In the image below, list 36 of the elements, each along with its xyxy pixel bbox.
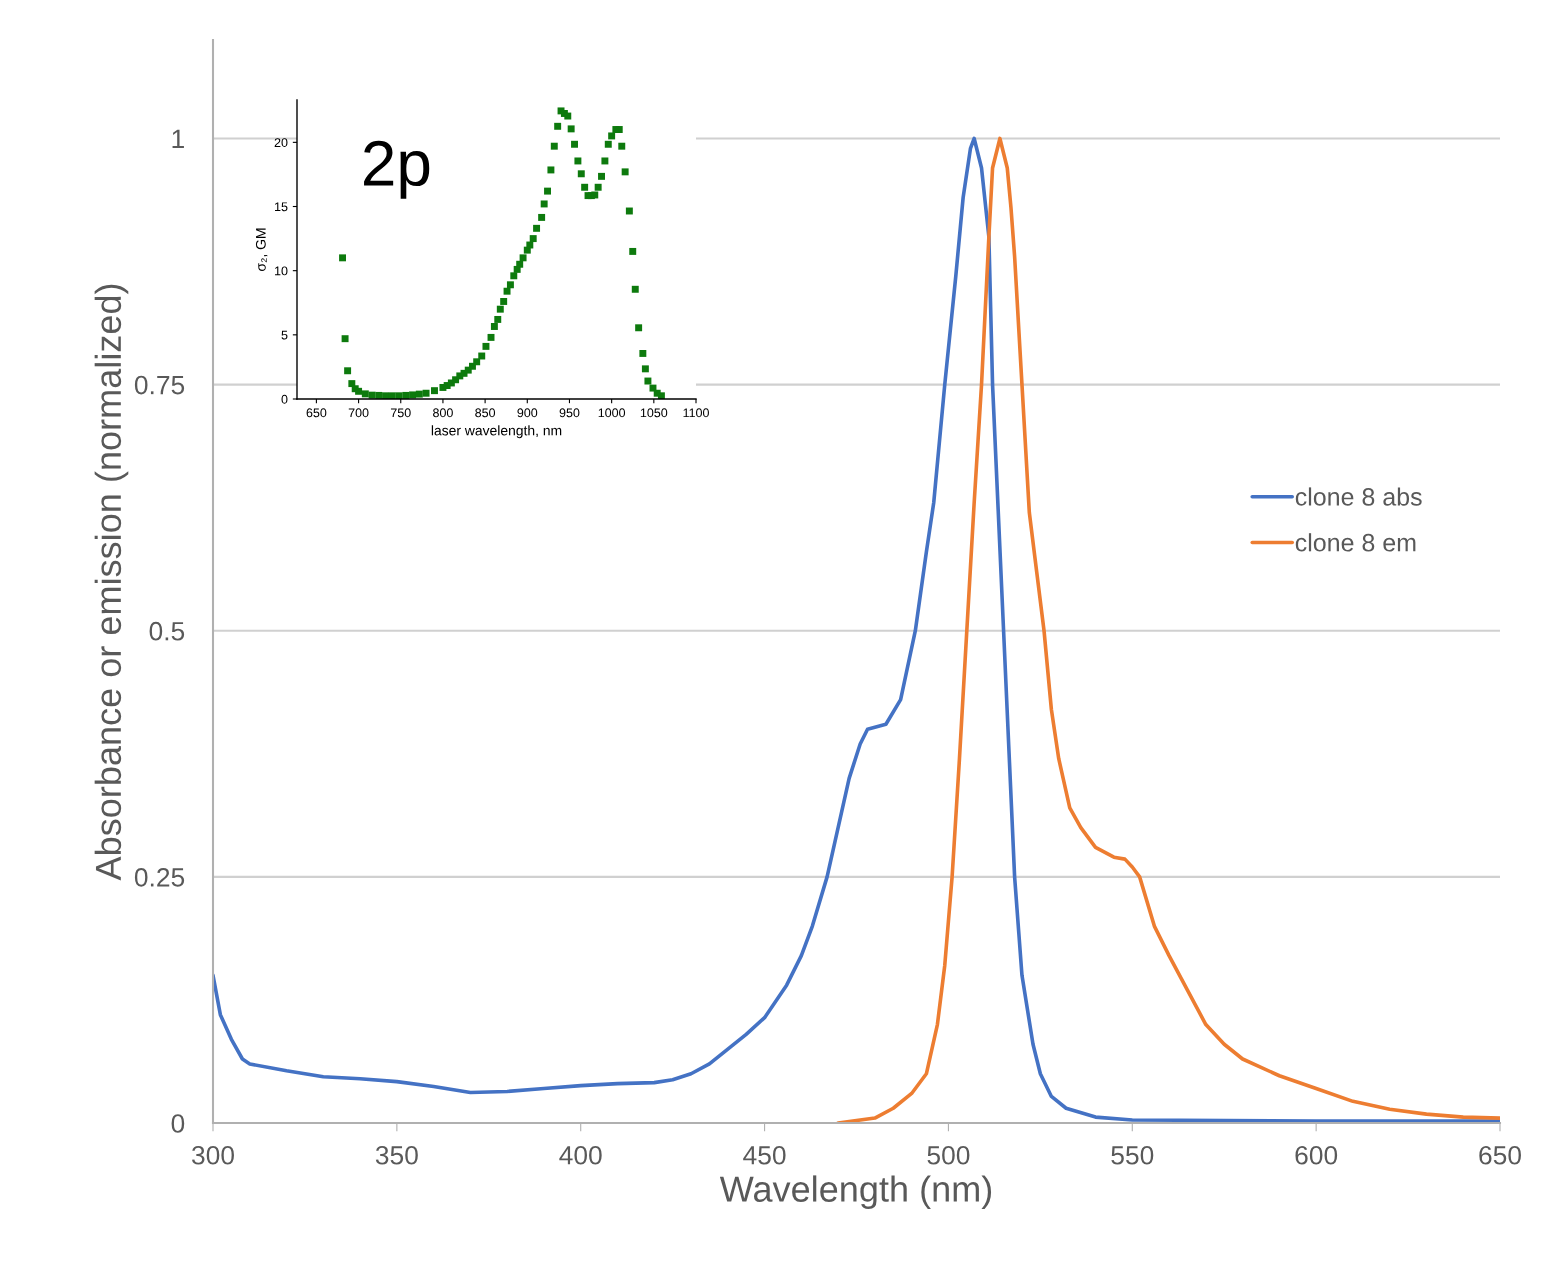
x-tick-label: 700 — [348, 408, 369, 418]
x-axis-title: Wavelength (nm) — [719, 1175, 992, 1210]
y-tick-label: 0.75 — [134, 375, 185, 395]
x-tick-label: 850 — [475, 408, 496, 418]
annotation: 2p — [364, 140, 430, 199]
x-tick-label: 300 — [191, 1145, 234, 1165]
y-tick-label: 10 — [275, 266, 288, 276]
x-tick-label: 1000 — [598, 408, 626, 418]
x-tick-label: 400 — [559, 1145, 602, 1165]
y-tick-label: 1 — [172, 129, 184, 149]
y-axis-title: Absorbance or emission (normalized) — [94, 284, 129, 881]
x-tick-label: 950 — [559, 408, 580, 418]
y-tick-label: 20 — [274, 138, 288, 147]
y-tick-label: 0.25 — [134, 868, 185, 887]
x-tick-label: 350 — [375, 1145, 418, 1165]
y-tick-label: 0.5 — [149, 621, 185, 641]
x-tick-label: 1050 — [640, 408, 668, 418]
x-tick-label: 800 — [433, 408, 453, 418]
x-tick-label: 500 — [927, 1145, 970, 1165]
line-series — [836, 136, 1500, 1123]
x-tick-label: 450 — [743, 1145, 786, 1165]
legend-label: clone 8 abs — [1295, 487, 1422, 506]
x-axis-title: laser wavelength, nm — [431, 425, 562, 439]
x-tick-label: 550 — [1111, 1145, 1154, 1165]
y-tick-label: 0 — [171, 1114, 185, 1133]
y-tick-label: 5 — [281, 330, 288, 340]
x-tick-label: 750 — [390, 408, 411, 418]
x-tick-label: 650 — [306, 408, 327, 418]
y-axis-title: σ₂, GM — [255, 228, 268, 271]
x-tick-label: 650 — [1479, 1145, 1521, 1165]
legend-label: clone 8 em — [1295, 533, 1416, 552]
x-tick-label: 600 — [1295, 1145, 1338, 1165]
y-tick-label: 0 — [281, 394, 288, 404]
y-tick-label: 15 — [275, 202, 288, 212]
x-tick-label: 900 — [517, 408, 538, 418]
x-tick-label: 1100 — [683, 408, 709, 418]
